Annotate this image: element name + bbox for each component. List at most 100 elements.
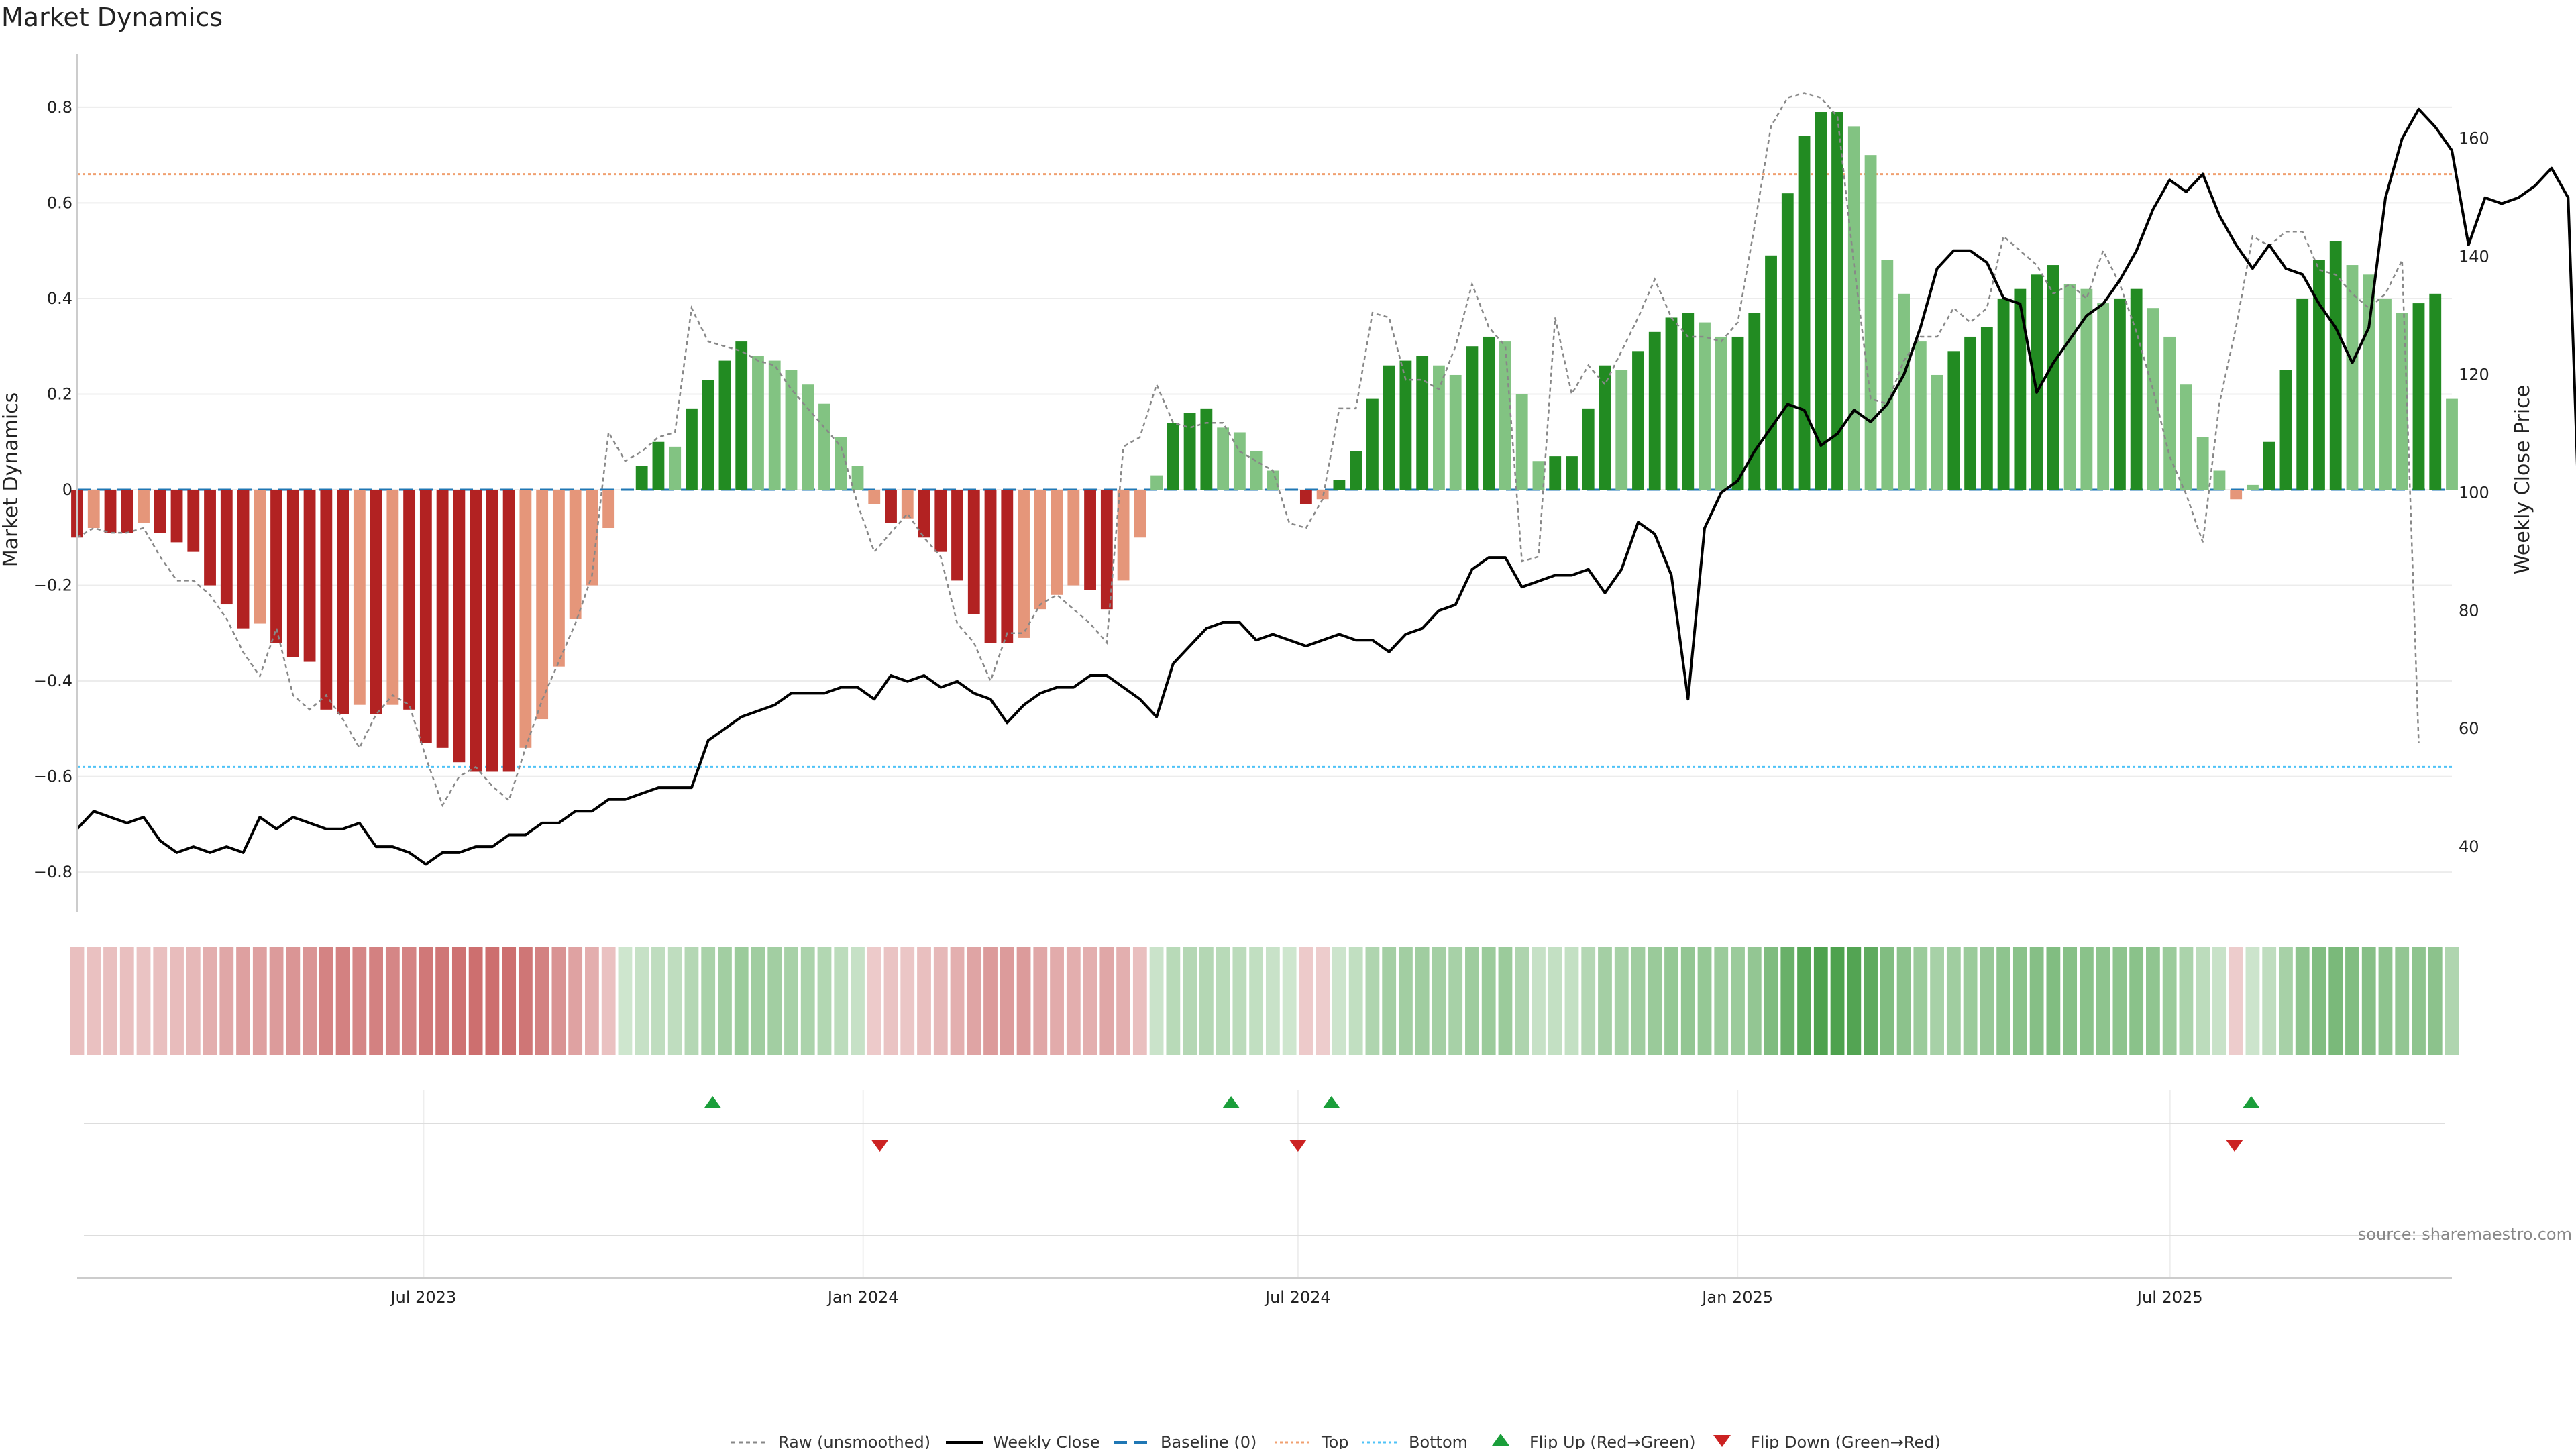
- bar: [602, 490, 615, 529]
- heat-cell: [1880, 947, 1894, 1055]
- bar: [1018, 490, 1030, 638]
- heat-cell: [1747, 947, 1762, 1055]
- bar: [1980, 327, 1993, 490]
- heat-cell: [2295, 947, 2310, 1055]
- heat-cell: [319, 947, 333, 1055]
- heat-cell: [2162, 947, 2177, 1055]
- bar: [1134, 490, 1146, 538]
- bar: [1964, 336, 1977, 490]
- bar: [1267, 470, 1279, 490]
- heat-strip: [70, 947, 2459, 1055]
- bar: [802, 384, 814, 490]
- heat-cell: [1199, 947, 1214, 1055]
- chart-title: Market Dynamics: [1, 3, 223, 32]
- legend-close-label: Weekly Close: [993, 1433, 1100, 1449]
- heat-cell: [2328, 947, 2343, 1055]
- source-label: source: sharemaestro.com: [2358, 1225, 2572, 1244]
- x-tick-label: Jul 2024: [1264, 1288, 1331, 1307]
- bar: [1383, 365, 1395, 490]
- y-tick-label: 0.4: [47, 289, 72, 308]
- heat-cell: [1299, 947, 1313, 1055]
- legend-flip-up-swatch: [1492, 1434, 1509, 1446]
- bar: [951, 490, 963, 581]
- heat-cell: [435, 947, 450, 1055]
- heat-cell: [1896, 947, 1911, 1055]
- heat-cell: [784, 947, 798, 1055]
- bar: [835, 437, 847, 490]
- heat-cell: [618, 947, 633, 1055]
- heat-cell: [1415, 947, 1430, 1055]
- bar: [403, 490, 416, 710]
- bar: [170, 490, 183, 543]
- heat-cell: [1946, 947, 1961, 1055]
- heat-cell: [1813, 947, 1828, 1055]
- heat-cell: [402, 947, 417, 1055]
- bar: [1582, 408, 1595, 490]
- heat-cell: [103, 947, 117, 1055]
- heat-cell: [800, 947, 815, 1055]
- bar: [1798, 136, 1811, 490]
- heat-cell: [1050, 947, 1064, 1055]
- bar: [1515, 394, 1528, 490]
- heat-cell: [2063, 947, 2078, 1055]
- bar: [353, 490, 366, 705]
- bar: [154, 490, 166, 533]
- bar: [1881, 260, 1894, 490]
- bar: [337, 490, 349, 714]
- heat-cell: [136, 947, 151, 1055]
- heat-cell: [1648, 947, 1662, 1055]
- x-tick-label: Jan 2025: [1701, 1288, 1773, 1307]
- heat-cell: [1731, 947, 1745, 1055]
- bar: [2113, 298, 2126, 490]
- bar: [1599, 365, 1611, 490]
- heat-cell: [1930, 947, 1944, 1055]
- heat-cell: [2146, 947, 2160, 1055]
- heat-cell: [1764, 947, 1778, 1055]
- heat-cell: [1365, 947, 1380, 1055]
- heat-cell: [419, 947, 433, 1055]
- y2-tick-label: 140: [2459, 248, 2489, 266]
- legend-baseline-label: Baseline (0): [1161, 1433, 1256, 1449]
- heat-cell: [1481, 947, 1496, 1055]
- grid-layer: [77, 106, 2452, 1278]
- bar: [1084, 490, 1096, 590]
- heat-cell: [1232, 947, 1247, 1055]
- bar: [1299, 490, 1312, 504]
- heat-cell: [87, 947, 101, 1055]
- bar: [419, 490, 432, 743]
- bar: [984, 490, 997, 643]
- heat-cell: [1548, 947, 1562, 1055]
- bar: [1466, 346, 1479, 490]
- bar: [1898, 293, 1910, 490]
- heat-cell: [2262, 947, 2277, 1055]
- bar: [2346, 265, 2359, 490]
- bar: [386, 490, 399, 705]
- flip-markers-panel: [84, 1096, 2445, 1236]
- bar: [1847, 126, 1860, 490]
- bar: [1815, 112, 1827, 490]
- heat-cell: [1532, 947, 1546, 1055]
- heat-cell: [635, 947, 649, 1055]
- y2-tick-label: 160: [2459, 129, 2489, 148]
- heat-cell: [1066, 947, 1081, 1055]
- heat-cell: [1332, 947, 1346, 1055]
- heat-cell: [2245, 947, 2260, 1055]
- reference-lines: [77, 173, 2452, 768]
- bar: [1781, 193, 1794, 490]
- heat-cell: [1864, 947, 1878, 1055]
- bar: [1399, 360, 1412, 490]
- heat-cell: [2428, 947, 2443, 1055]
- heat-cell: [1830, 947, 1845, 1055]
- bar: [2031, 274, 2043, 490]
- bar: [2047, 265, 2059, 490]
- heat-cell: [1265, 947, 1280, 1055]
- heat-cell: [2412, 947, 2426, 1055]
- heat-cell: [252, 947, 267, 1055]
- flip-up-marker: [2242, 1096, 2260, 1108]
- heat-cell: [352, 947, 367, 1055]
- heat-cell: [1714, 947, 1729, 1055]
- bar: [1483, 336, 1495, 490]
- bar: [1532, 461, 1545, 490]
- heat-cell: [1166, 947, 1181, 1055]
- bar: [270, 490, 282, 643]
